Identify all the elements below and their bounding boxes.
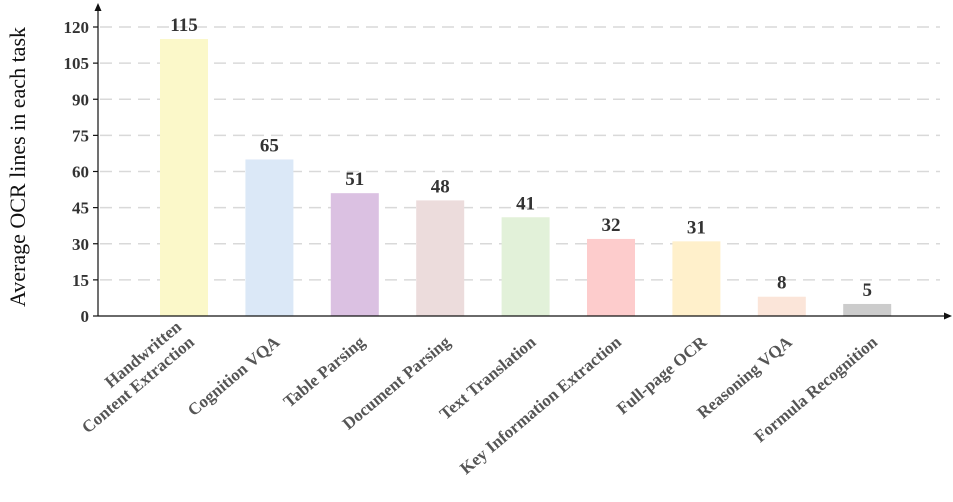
- x-axis-arrow-icon: [944, 312, 952, 320]
- x-tick-label: Cognition VQA: [184, 332, 284, 420]
- data-label: 65: [260, 135, 279, 156]
- x-tick-label-line: Key Information Extraction: [456, 332, 625, 478]
- y-tick-label: 120: [64, 18, 90, 37]
- bar: [757, 296, 806, 316]
- bar: [672, 241, 721, 316]
- y-axis-arrow-icon: [94, 3, 102, 11]
- axes: [94, 3, 952, 320]
- data-label: 41: [516, 193, 535, 214]
- y-tick-label: 30: [72, 235, 89, 254]
- data-label: 51: [345, 169, 364, 190]
- data-label: 8: [777, 273, 787, 294]
- y-tick-label: 45: [72, 199, 89, 218]
- y-tick-label: 15: [72, 271, 89, 290]
- x-tick-label: Table Parsing: [280, 332, 369, 411]
- bar: [160, 39, 208, 317]
- bar: [501, 217, 550, 316]
- bar: [245, 159, 294, 316]
- y-ticks: 0 15 30 45 60 75 90 105 120: [64, 18, 98, 326]
- bar: [330, 193, 379, 316]
- data-label: 32: [602, 215, 621, 236]
- y-tick-label: 75: [72, 126, 89, 145]
- y-axis-title: Average OCR lines in each task: [5, 27, 30, 307]
- y-tick-label: 90: [72, 90, 89, 109]
- bars: [160, 39, 892, 317]
- data-label: 48: [431, 176, 450, 197]
- y-tick-label: 60: [72, 163, 89, 182]
- x-tick-label-line: Cognition VQA: [184, 332, 284, 420]
- data-label: 115: [170, 15, 197, 36]
- bar: [587, 238, 635, 316]
- y-tick-label: 105: [64, 54, 90, 73]
- x-tick-label: Key Information Extraction: [456, 332, 625, 478]
- data-label: 5: [862, 280, 872, 301]
- bar: [416, 200, 465, 316]
- data-label: 31: [687, 217, 706, 238]
- bar: [843, 303, 892, 316]
- x-tick-label-line: Table Parsing: [280, 332, 369, 411]
- y-tick-label: 0: [81, 307, 90, 326]
- value-labels: 115 65 51 48 41 32 31 8 5: [170, 15, 872, 301]
